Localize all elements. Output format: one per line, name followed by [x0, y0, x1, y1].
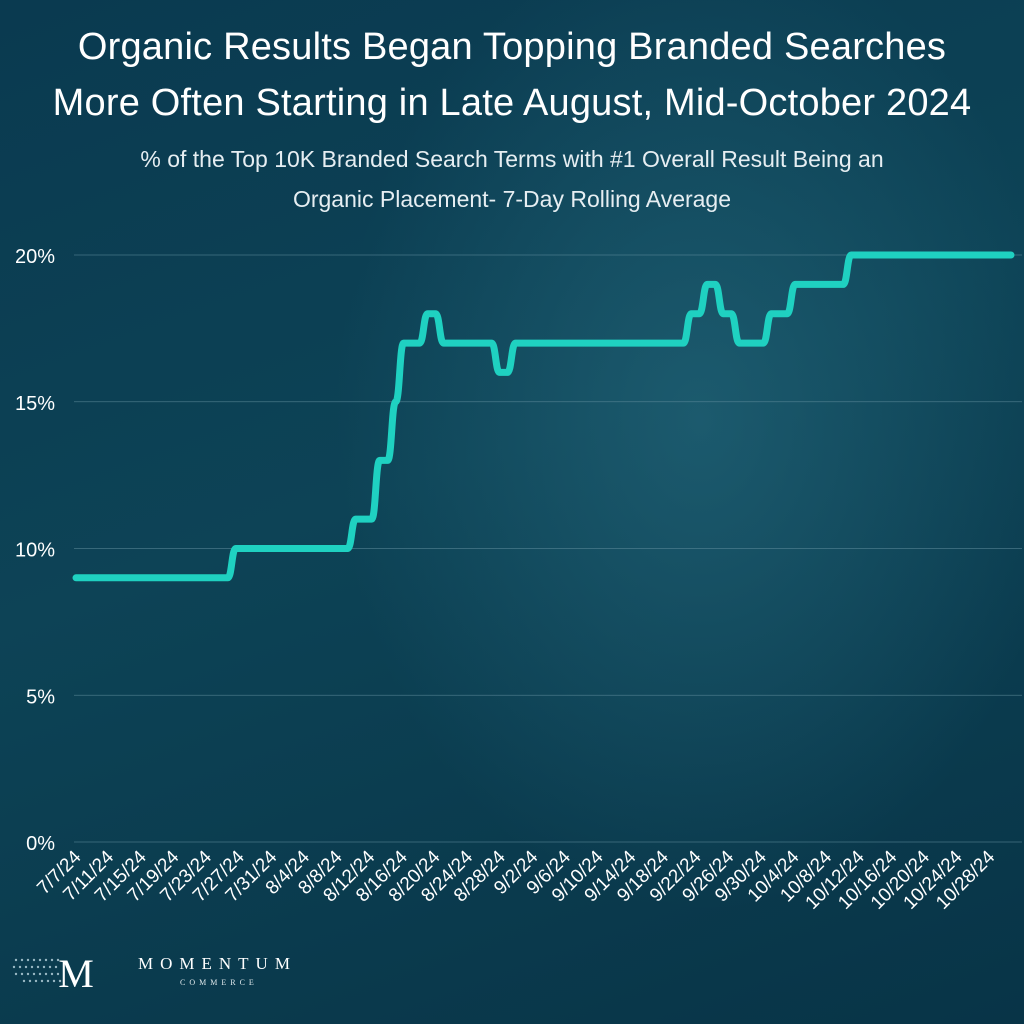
momentum-logo-icon: M — [12, 951, 94, 992]
chart-title-line-1: Organic Results Began Topping Branded Se… — [77, 26, 947, 68]
y-tick-label: 20% — [15, 246, 55, 268]
y-tick-label: 15% — [15, 393, 55, 415]
brand-logo: M MOMENTUM COMMERCE — [10, 950, 330, 995]
brand-subname: COMMERCE — [180, 978, 258, 987]
chart-subtitle-line-1: % of the Top 10K Branded Search Terms wi… — [140, 146, 884, 172]
y-tick-label: 0% — [26, 833, 55, 855]
series-line — [72, 251, 1015, 582]
y-tick-label: 10% — [15, 540, 55, 562]
logo-letter: M — [58, 951, 94, 992]
chart-title-line-2: More Often Starting in Late August, Mid-… — [52, 82, 972, 124]
brand-name: MOMENTUM — [138, 954, 297, 973]
y-tick-label: 5% — [26, 686, 55, 708]
chart-subtitle-line-2: Organic Placement- 7-Day Rolling Average — [292, 186, 732, 212]
